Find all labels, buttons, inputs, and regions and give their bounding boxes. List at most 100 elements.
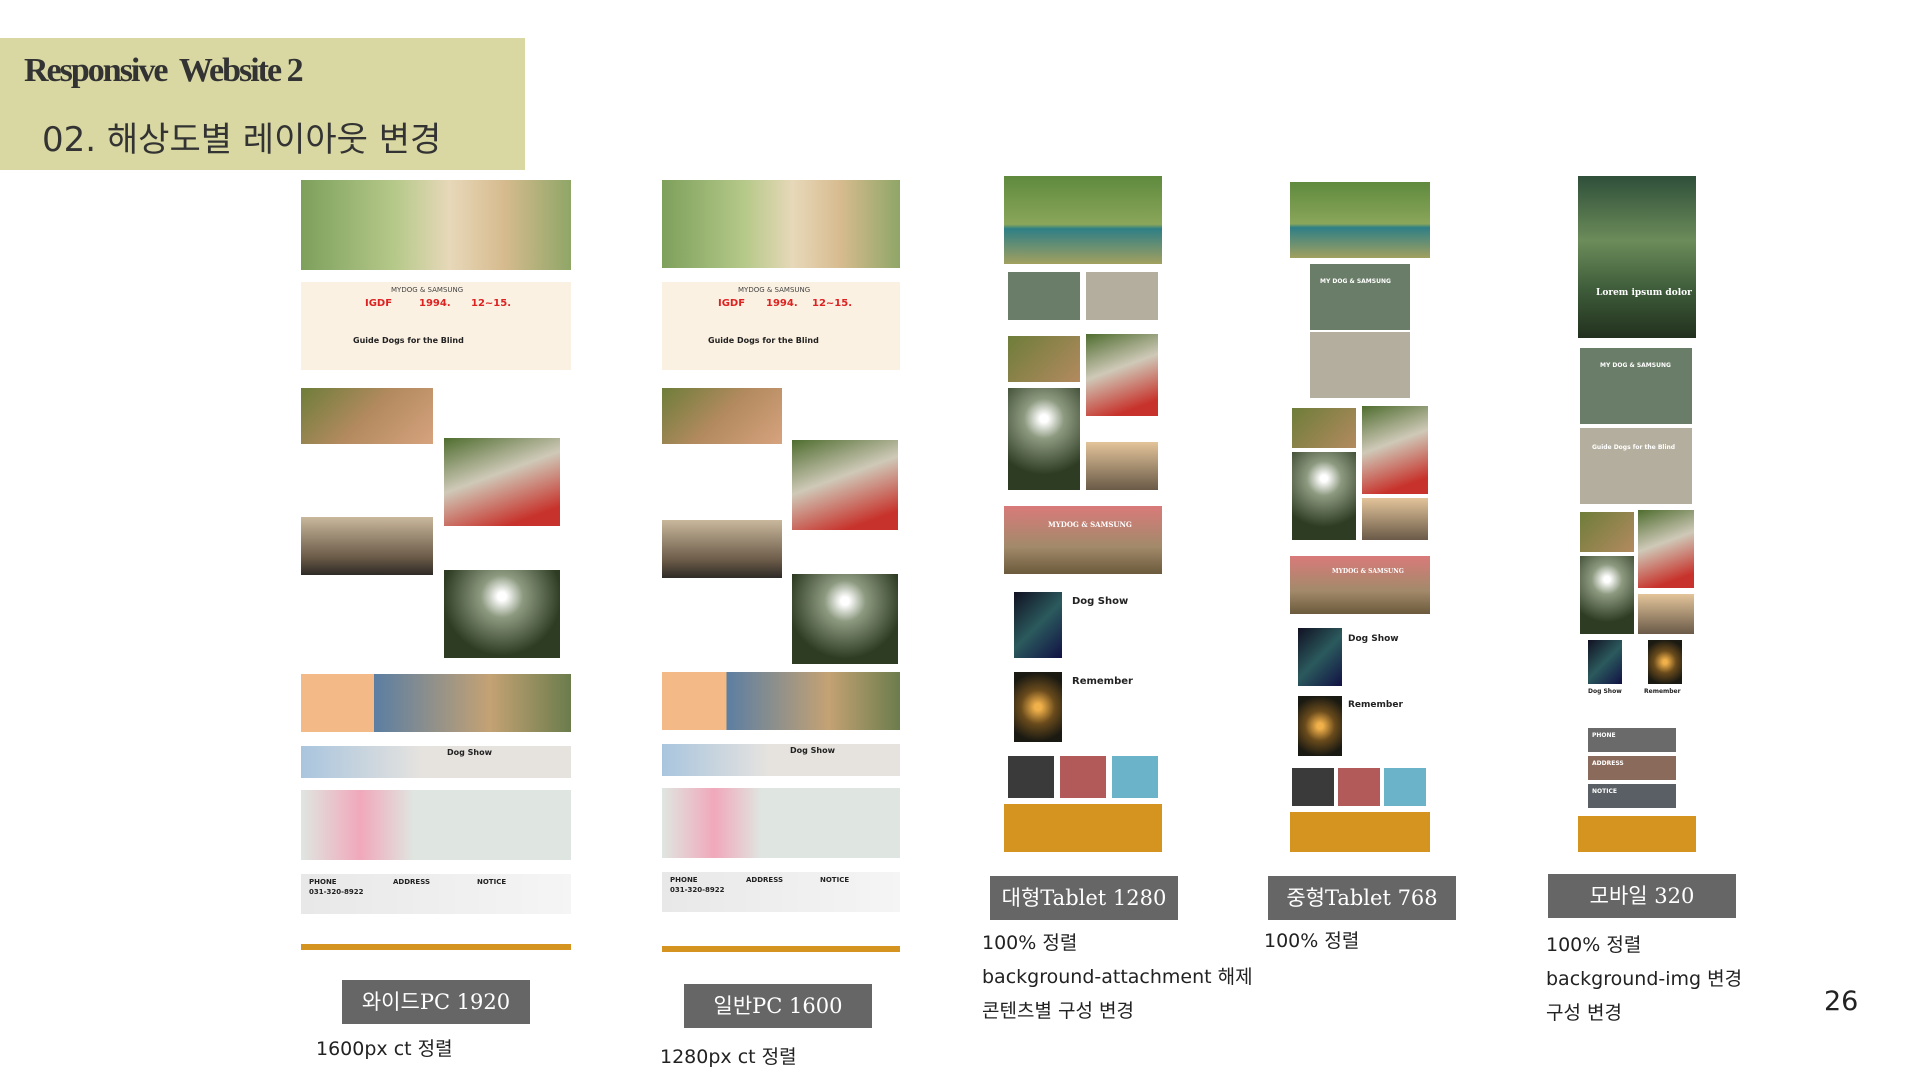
notice-label: NOTICE xyxy=(820,876,850,884)
dog-show-text: Dog Show xyxy=(1348,634,1399,644)
note-pc: 1280px ct 정렬 xyxy=(660,1046,797,1068)
note-large-tablet-1: 100% 정렬 xyxy=(982,932,1078,954)
card-image: MY DOG & SAMSUNG xyxy=(1310,264,1410,330)
card-image: Guide Dogs for the Blind xyxy=(1580,428,1692,504)
stat-igdf: IGDF xyxy=(718,298,746,309)
flower-banner xyxy=(662,788,900,858)
stat-year: 1994. xyxy=(766,298,798,309)
hero-image xyxy=(662,180,900,268)
pc-thumbnail: MYDOG & SAMSUNG IGDF 1994. 12~15. Guide … xyxy=(662,170,900,956)
sunset-city-photo xyxy=(662,520,782,578)
hero-text: Lorem ipsum dolor xyxy=(1596,288,1692,298)
gold-footer xyxy=(1004,804,1162,852)
brand-text: MYDOG & SAMSUNG xyxy=(391,286,464,294)
card-title: MY DOG & SAMSUNG xyxy=(1600,362,1671,369)
note-mobile-3: 구성 변경 xyxy=(1546,1002,1622,1024)
card-image xyxy=(1310,332,1410,398)
phone-box xyxy=(1292,768,1334,806)
dog-show-banner: Dog Show xyxy=(301,746,571,778)
note-medium-tablet-1: 100% 정렬 xyxy=(1264,930,1360,952)
girl-dog-photo xyxy=(1292,408,1356,448)
wide-pc-thumbnail: MYDOG & SAMSUNG IGDF 1994. 12~15. Guide … xyxy=(301,170,571,954)
card-image: MY DOG & SAMSUNG xyxy=(1580,348,1692,424)
mydog-banner: MYDOG & SAMSUNG xyxy=(1004,506,1162,574)
girl-dog-photo xyxy=(1008,336,1080,382)
white-dog-photo xyxy=(444,438,560,526)
note-mobile-2: background-img 변경 xyxy=(1546,968,1743,990)
stat-igdf: IGDF xyxy=(365,298,393,309)
path-photo xyxy=(1008,388,1080,490)
address-strip: ADDRESS xyxy=(1588,756,1676,780)
medium-tablet-thumbnail: MY DOG & SAMSUNG MYDOG & SAMSUNG Dog Sho… xyxy=(1290,176,1430,856)
mydog-banner-text: MYDOG & SAMSUNG xyxy=(1048,520,1132,529)
address-label: ADDRESS xyxy=(393,878,430,886)
dog-show-image xyxy=(1298,628,1342,686)
dog-show-text: Dog Show xyxy=(790,746,835,755)
sunset-photo xyxy=(1362,498,1428,540)
label-wide-pc: 와이드PC 1920 xyxy=(342,980,530,1024)
guide-text: Guide Dogs for the Blind xyxy=(353,336,464,345)
guide-text: Guide Dogs for the Blind xyxy=(708,336,819,345)
hero-image xyxy=(1290,182,1430,258)
remember-text: Remember xyxy=(1644,688,1681,695)
event-section: MYDOG & SAMSUNG IGDF 1994. 12~15. Guide … xyxy=(301,282,571,370)
mydog-banner: MYDOG & SAMSUNG xyxy=(1290,556,1430,614)
stat-year: 1994. xyxy=(419,298,451,309)
gold-footer xyxy=(1578,816,1696,852)
mountain-banner xyxy=(662,672,900,730)
notice-box xyxy=(1384,768,1426,806)
label-medium-tablet: 중형Tablet 768 xyxy=(1268,876,1456,920)
event-section: MYDOG & SAMSUNG IGDF 1994. 12~15. Guide … xyxy=(662,282,900,370)
card-image xyxy=(1008,272,1080,320)
card-image xyxy=(1086,272,1158,320)
mobile-thumbnail: Lorem ipsum dolor MY DOG & SAMSUNG Guide… xyxy=(1578,176,1696,856)
address-box xyxy=(1060,756,1106,798)
stat-age: 12~15. xyxy=(812,298,853,309)
address-label: ADDRESS xyxy=(746,876,783,884)
notice-label: NOTICE xyxy=(1592,788,1617,795)
path-photo xyxy=(792,574,898,664)
girl-dog-photo xyxy=(662,388,782,444)
label-large-tablet: 대형Tablet 1280 xyxy=(990,876,1178,920)
remember-image xyxy=(1014,672,1062,742)
sunset-photo xyxy=(1086,442,1158,490)
card-title: MY DOG & SAMSUNG xyxy=(1320,278,1391,285)
address-box xyxy=(1338,768,1380,806)
title-banner xyxy=(0,38,525,170)
mountain-banner xyxy=(301,674,571,732)
brand-text: MYDOG & SAMSUNG xyxy=(738,286,811,294)
white-dog-photo xyxy=(1638,510,1694,588)
girl-dog-photo xyxy=(301,388,433,444)
path-photo xyxy=(1580,556,1634,634)
path-photo xyxy=(444,570,560,658)
hero-image xyxy=(1004,176,1162,264)
note-wide-pc: 1600px ct 정렬 xyxy=(316,1038,453,1060)
dog-show-image xyxy=(1014,592,1062,658)
mydog-banner-text: MYDOG & SAMSUNG xyxy=(1332,568,1404,575)
notice-strip: NOTICE xyxy=(1588,784,1676,808)
phone-number: 031-320-8922 xyxy=(309,888,364,896)
remember-text: Remember xyxy=(1072,676,1133,687)
address-label: ADDRESS xyxy=(1592,760,1624,767)
sunset-city-photo xyxy=(301,517,433,575)
note-large-tablet-2: background-attachment 해제 xyxy=(982,966,1253,988)
page-title: Responsive Website 2 xyxy=(24,52,304,89)
flower-banner xyxy=(301,790,571,860)
phone-label: PHONE xyxy=(309,878,337,886)
sunset-photo xyxy=(1638,594,1694,634)
note-mobile-1: 100% 정렬 xyxy=(1546,934,1642,956)
phone-label: PHONE xyxy=(670,876,698,884)
notice-box xyxy=(1112,756,1158,798)
remember-image xyxy=(1298,696,1342,756)
phone-strip: PHONE xyxy=(1588,728,1676,752)
dog-show-banner: Dog Show xyxy=(662,744,900,776)
large-tablet-thumbnail: MYDOG & SAMSUNG Dog Show Remember xyxy=(1004,176,1162,856)
label-pc: 일반PC 1600 xyxy=(684,984,872,1028)
path-photo xyxy=(1292,452,1356,540)
dog-show-text: Dog Show xyxy=(1072,596,1129,607)
stat-age: 12~15. xyxy=(471,298,512,309)
card-title: Guide Dogs for the Blind xyxy=(1592,444,1676,451)
phone-number: 031-320-8922 xyxy=(670,886,725,894)
label-mobile: 모바일 320 xyxy=(1548,874,1736,918)
dog-show-text: Dog Show xyxy=(1588,688,1622,695)
